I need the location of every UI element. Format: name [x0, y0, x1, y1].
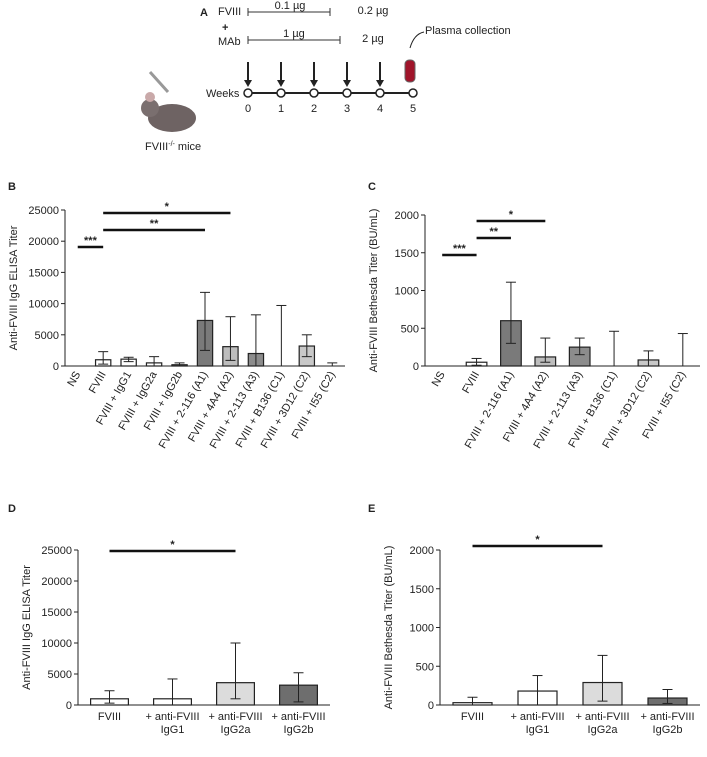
arrow	[409, 31, 425, 49]
y-tick-label: 10000	[41, 638, 72, 650]
y-tick-label: 500	[416, 661, 434, 673]
y-tick-label: 25000	[28, 205, 59, 217]
x-tick-label: FVIII	[97, 711, 122, 723]
label: MAb	[218, 36, 241, 48]
panel-letter: D	[8, 503, 16, 515]
y-tick-label: 500	[401, 323, 419, 335]
dose: 1 µg	[283, 28, 305, 40]
significance-label: **	[150, 218, 159, 230]
y-tick-label: 15000	[41, 607, 72, 619]
week-label: 2	[311, 103, 317, 115]
x-tick-label: + anti-FVIII IgG1	[510, 711, 565, 736]
x-tick-label: FVIII	[87, 370, 109, 396]
syringe	[148, 70, 170, 94]
y-tick-label: 5000	[35, 330, 59, 342]
significance-label: *	[535, 534, 540, 546]
week-node	[243, 88, 253, 98]
x-tick-label: + anti-FVIII IgG2a	[575, 711, 630, 736]
y-tick-label: 0	[413, 361, 419, 373]
y-tick-label: 0	[66, 700, 72, 712]
y-tick-label: 20000	[41, 576, 72, 588]
x-tick-label: + anti-FVIII IgG2b	[640, 711, 695, 736]
x-tick-label: FVIII	[460, 370, 482, 396]
dose-lines	[247, 8, 341, 44]
y-axis-label: Anti-FVIII IgG ELISA Titer	[21, 565, 33, 690]
y-tick-label: 5000	[48, 669, 72, 681]
label: FVIII-/- mice	[145, 141, 201, 153]
y-tick-label: 1000	[395, 286, 419, 298]
y-tick-label: 1000	[410, 623, 434, 635]
mouse	[148, 104, 196, 132]
week-node	[276, 88, 286, 98]
y-axis-label: Anti-FVIII Bethesda Titer (BU/mL)	[368, 209, 380, 373]
label: Weeks	[206, 88, 240, 100]
arrowhead	[244, 80, 252, 87]
x-tick-label: NS	[430, 370, 448, 389]
y-tick-label: 25000	[41, 545, 72, 557]
dose: 2 µg	[362, 33, 384, 45]
significance-label: ***	[84, 235, 98, 247]
label: FVIII	[145, 141, 168, 153]
week-node	[375, 88, 385, 98]
week-label: 4	[377, 103, 383, 115]
y-tick-label: 0	[53, 361, 59, 373]
week-label: 3	[344, 103, 350, 115]
week-label: 5	[410, 103, 416, 115]
week-node	[408, 88, 418, 98]
y-tick-label: 0	[428, 700, 434, 712]
schema: A FVIII + MAb 0.1 µg 0.2 µg 1 µg 2 µg Pl…	[141, 0, 511, 153]
panel-letter: E	[368, 503, 375, 515]
week-label: 1	[278, 103, 284, 115]
label: -/-	[168, 141, 175, 148]
label: +	[222, 22, 228, 34]
significance-label: *	[165, 201, 170, 213]
y-tick-label: 2000	[395, 210, 419, 222]
y-tick-label: 10000	[28, 299, 59, 311]
x-tick-label: NS	[65, 370, 83, 389]
y-tick-label: 1500	[395, 248, 419, 260]
mouse	[145, 92, 155, 102]
panel-letter: C	[368, 181, 376, 193]
dose: 0.1 µg	[275, 0, 306, 12]
weeks: 0 1 2 3 4 5	[243, 62, 418, 115]
y-tick-label: 15000	[28, 267, 59, 279]
y-tick-label: 1500	[410, 584, 434, 596]
week-node	[309, 88, 319, 98]
label: mice	[175, 141, 201, 153]
y-tick-label: 20000	[28, 236, 59, 248]
x-tick-label: + anti-FVIII IgG2a	[208, 711, 263, 736]
y-axis-label: Anti-FVIII Bethesda Titer (BU/mL)	[383, 546, 395, 710]
arrowhead	[376, 80, 384, 87]
y-axis-label: Anti-FVIII IgG ELISA Titer	[8, 225, 20, 350]
week-label: 0	[245, 103, 251, 115]
x-tick-label: + anti-FVIII IgG2b	[271, 711, 326, 736]
dose: 0.2 µg	[358, 5, 389, 17]
label: Plasma collection	[425, 25, 511, 37]
arrowhead	[310, 80, 318, 87]
x-tick-label: FVIII	[460, 711, 485, 723]
panel-letter: B	[8, 181, 16, 193]
significance-label: ***	[453, 243, 467, 255]
significance-label: **	[489, 226, 498, 238]
x-tick-label: + anti-FVIII IgG1	[145, 711, 200, 736]
y-tick-label: 2000	[410, 545, 434, 557]
week-node	[342, 88, 352, 98]
mouse	[141, 99, 159, 117]
significance-label: *	[509, 209, 514, 221]
arrowhead	[343, 80, 351, 87]
label: FVIII	[218, 6, 241, 18]
arrowhead	[277, 80, 285, 87]
significance-label: *	[170, 539, 175, 551]
tube	[404, 59, 416, 83]
panel-letter: A	[200, 7, 208, 19]
